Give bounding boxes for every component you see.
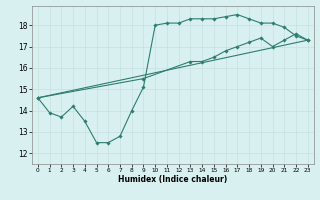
X-axis label: Humidex (Indice chaleur): Humidex (Indice chaleur): [118, 175, 228, 184]
